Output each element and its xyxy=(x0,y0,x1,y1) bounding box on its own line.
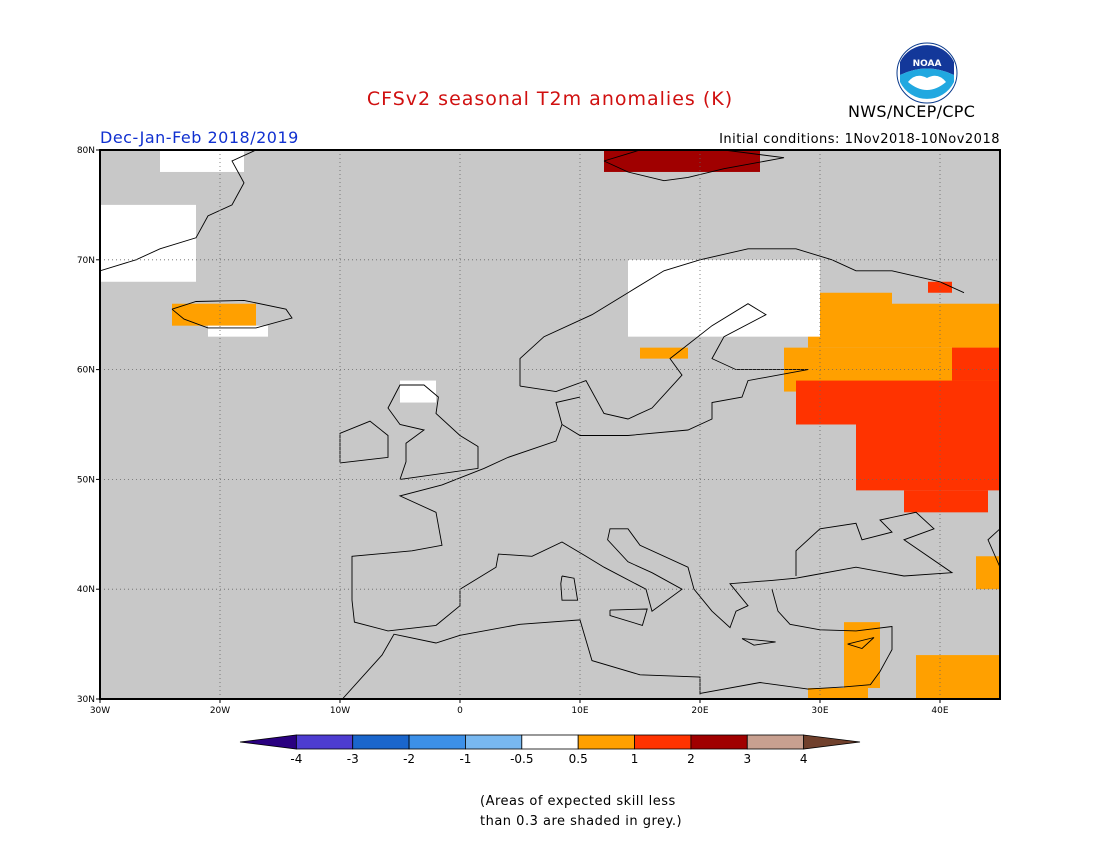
colorbar-label: 3 xyxy=(743,752,751,766)
season-label: Dec-Jan-Feb 2018/2019 xyxy=(100,128,299,147)
coastline xyxy=(795,511,954,577)
colorbar-label: 2 xyxy=(687,752,695,766)
agency-label: NWS/NCEP/CPC xyxy=(848,102,976,121)
anomaly-cell xyxy=(160,150,244,172)
anomaly-cell xyxy=(400,380,436,403)
anomaly-cell xyxy=(976,556,1000,590)
coastline xyxy=(387,384,479,480)
anomaly-cell xyxy=(100,204,196,282)
colorbar-swatch xyxy=(577,734,635,750)
anomaly-cell xyxy=(796,380,1000,425)
colorbar-swatch xyxy=(746,734,805,750)
logo-text: NOAA xyxy=(913,59,942,69)
lon-tick-label: 20W xyxy=(210,706,230,716)
coastlines xyxy=(100,150,1000,699)
colorbar-swatch xyxy=(521,734,579,750)
colorbar-end-triangle xyxy=(803,734,861,750)
coastline xyxy=(741,638,776,646)
coastline xyxy=(519,248,965,387)
lon-tick-label: 40E xyxy=(931,706,948,716)
anomaly-map: 30W 20W 10W 0 10E 20E 30E 40E 30N 40N 50N 60N 70N 80N xyxy=(77,146,1001,716)
anomaly-cell xyxy=(892,303,1000,348)
colorbar-end-triangle xyxy=(239,734,297,750)
colorbar-swatch xyxy=(408,734,466,750)
coastline xyxy=(603,150,785,182)
colorbar-label: -4 xyxy=(290,752,302,766)
lat-tick-label: 60N xyxy=(77,366,95,376)
colorbar-swatch xyxy=(690,734,748,750)
colorbar-label: -0.5 xyxy=(510,752,533,766)
colorbar-swatch xyxy=(295,734,354,750)
colorbar-label: 1 xyxy=(631,752,639,766)
lat-tick-label: 70N xyxy=(77,256,95,266)
footnote-line-2: than 0.3 are shaded in grey.) xyxy=(480,814,683,829)
colorbar-label: -3 xyxy=(347,752,359,766)
coastline xyxy=(560,575,579,601)
colorbar-label: -2 xyxy=(403,752,415,766)
anomaly-cell xyxy=(604,150,760,172)
anomaly-cell xyxy=(628,259,820,337)
colorbar-swatch xyxy=(634,734,692,750)
anomaly-cell xyxy=(904,490,988,513)
lat-tick-label: 80N xyxy=(77,146,95,156)
lat-tick-label: 50N xyxy=(77,475,95,485)
lon-tick-label: 20E xyxy=(691,706,708,716)
coastline xyxy=(847,637,875,650)
footnote-line-1: (Areas of expected skill less xyxy=(480,794,676,809)
lon-tick-label: 0 xyxy=(457,706,463,716)
anomaly-cell xyxy=(844,622,880,689)
anomaly-cell xyxy=(928,281,952,293)
lon-tick-label: 10W xyxy=(330,706,350,716)
colorbar-swatch xyxy=(352,734,410,750)
lat-tick-label: 40N xyxy=(77,585,95,595)
coastline xyxy=(100,150,257,272)
map-frame xyxy=(99,149,1001,700)
anomaly-cell xyxy=(640,347,688,359)
colorbar-label: -1 xyxy=(459,752,471,766)
lon-tick-label: 30W xyxy=(90,706,110,716)
coastline xyxy=(351,424,809,632)
colorbar-label: 0.5 xyxy=(569,752,588,766)
colorbar: -4 -3 -2 -1 -0.5 0.5 1 2 3 4 xyxy=(239,734,861,766)
anomaly-cell xyxy=(808,292,892,348)
initial-conditions-label: Initial conditions: 1Nov2018-10Nov2018 xyxy=(719,132,1000,147)
coastline xyxy=(171,299,293,329)
axis-ticks: 30W 20W 10W 0 10E 20E 30E 40E 30N 40N 50N 60N 70N 80N xyxy=(77,146,949,716)
coastline xyxy=(987,528,1000,568)
coastline xyxy=(519,303,809,436)
coastline xyxy=(609,608,648,626)
noaa-logo-icon: NOAA xyxy=(896,42,958,104)
footnote: (Areas of expected skill less than 0.3 a… xyxy=(480,792,682,832)
anomaly-cell xyxy=(808,688,868,699)
lat-tick-label: 30N xyxy=(77,695,95,705)
anomaly-cell xyxy=(208,325,268,337)
anomaly-cell xyxy=(172,303,256,326)
colorbar-swatch xyxy=(465,734,523,750)
colorbar-label: 4 xyxy=(800,752,808,766)
lon-tick-label: 10E xyxy=(571,706,588,716)
anomaly-cell xyxy=(916,655,1000,699)
coastline xyxy=(342,589,893,699)
anomaly-cell xyxy=(952,347,1000,381)
map-title: CFSv2 seasonal T2m anomalies (K) xyxy=(366,88,734,110)
lon-tick-label: 30E xyxy=(811,706,828,716)
